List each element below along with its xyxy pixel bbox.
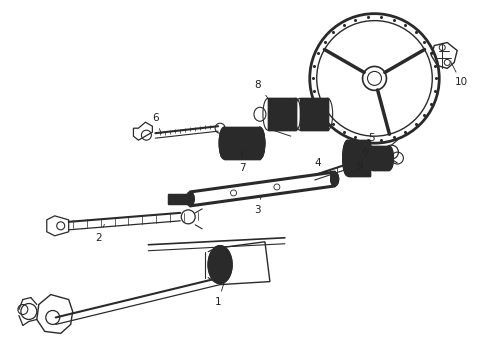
- Text: 6: 6: [152, 113, 161, 134]
- Ellipse shape: [343, 140, 353, 176]
- Ellipse shape: [186, 192, 194, 206]
- Ellipse shape: [331, 172, 339, 186]
- Text: 1: 1: [215, 282, 224, 306]
- Bar: [168, 194, 190, 204]
- Text: 8: 8: [255, 80, 270, 101]
- Text: 2: 2: [95, 224, 104, 243]
- Text: 10: 10: [450, 61, 468, 87]
- Ellipse shape: [368, 146, 375, 170]
- Text: 3: 3: [255, 195, 261, 215]
- Ellipse shape: [255, 127, 265, 159]
- Bar: [371, 146, 390, 170]
- Ellipse shape: [386, 146, 393, 170]
- Text: 9: 9: [356, 150, 368, 171]
- Bar: [268, 98, 296, 130]
- Bar: [300, 98, 328, 130]
- Bar: [268, 98, 296, 130]
- Bar: [224, 127, 260, 159]
- Ellipse shape: [219, 127, 229, 159]
- Text: 7: 7: [239, 151, 245, 173]
- Bar: [168, 194, 190, 204]
- Text: 5: 5: [363, 133, 375, 153]
- Bar: [347, 140, 369, 176]
- Ellipse shape: [208, 246, 232, 284]
- Bar: [300, 98, 328, 130]
- Text: 4: 4: [315, 158, 328, 173]
- Bar: [347, 140, 369, 176]
- Bar: [224, 127, 260, 159]
- Bar: [371, 146, 390, 170]
